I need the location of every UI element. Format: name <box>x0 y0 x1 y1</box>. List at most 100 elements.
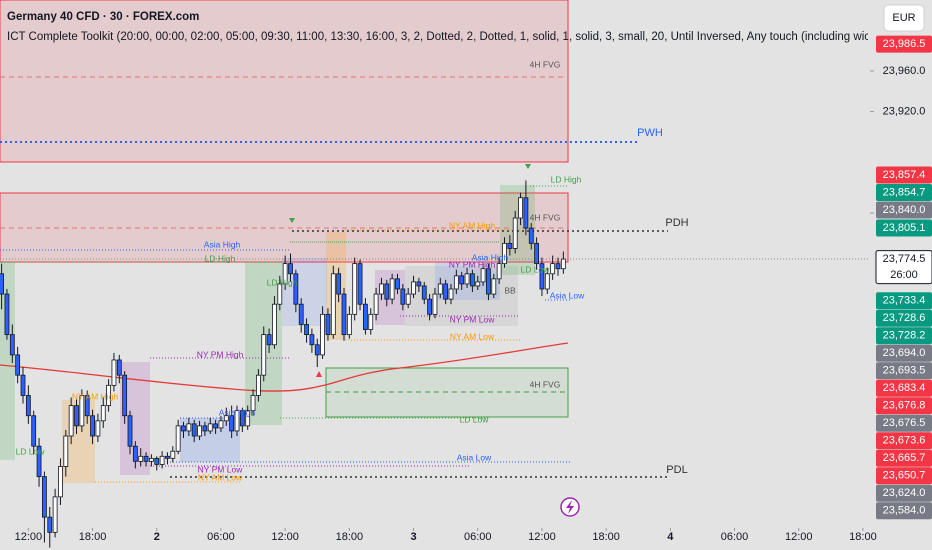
candle-body <box>528 227 534 244</box>
price-tag <box>876 362 932 380</box>
price-tag-label: 23,624.0 <box>883 487 926 499</box>
annotation: NY AM Low <box>450 331 495 341</box>
price-tag-label: 23,728.2 <box>883 330 926 342</box>
candle-body <box>181 425 186 432</box>
candle-body <box>165 455 170 459</box>
candle-body <box>132 445 138 462</box>
x-tick-label: 06:00 <box>207 531 235 543</box>
price-tag <box>876 184 932 202</box>
candle-body <box>191 423 197 437</box>
price-tag-label: 23,694.0 <box>883 347 926 359</box>
candle-body <box>550 263 556 275</box>
annotation: NY AM Low <box>198 472 243 482</box>
candles <box>0 180 566 548</box>
candle-body <box>138 455 144 462</box>
price-tag <box>876 484 932 502</box>
x-tick-label: 4 <box>667 531 674 543</box>
annotation: NY AM High <box>449 220 495 230</box>
candle-body <box>416 281 422 287</box>
candle-body <box>432 293 438 315</box>
candle-body <box>20 374 26 396</box>
candle-body <box>453 275 459 290</box>
price-tag <box>876 35 932 53</box>
price-tag <box>876 397 932 415</box>
candle-body <box>395 278 400 290</box>
candle-body <box>239 410 245 427</box>
price-tag-label: 23,676.8 <box>883 400 926 412</box>
candle-body <box>373 293 379 315</box>
x-tick-label: 3 <box>410 531 416 543</box>
candle-body <box>111 359 117 386</box>
candle-body <box>229 415 235 432</box>
candle-body <box>314 344 320 356</box>
candle-body <box>261 334 267 376</box>
annotation: LD High <box>551 174 582 184</box>
candle-body <box>74 405 79 427</box>
candle-body <box>437 283 443 295</box>
candle-body <box>36 445 42 477</box>
candle-body <box>539 263 545 290</box>
x-tick-label: 12:00 <box>15 531 43 543</box>
price-tag <box>876 201 932 219</box>
annotation: LD Low <box>460 414 490 424</box>
annotation: 4H FVG <box>530 59 561 69</box>
price-tag-label: 23,733.4 <box>883 295 926 307</box>
annotation: Asia High <box>204 239 241 249</box>
price-tag-label: 23,774.5 <box>883 253 926 265</box>
candle-body <box>443 283 449 300</box>
annotation: PWH <box>637 127 663 139</box>
price-tag-label: 23,805.1 <box>883 222 926 234</box>
annotation: NY AM High <box>72 391 118 401</box>
price-tag-label: 23,693.5 <box>883 365 926 377</box>
candle-body <box>4 293 10 336</box>
price-tag-label: 23,857.4 <box>883 169 926 181</box>
price-tag-label: 23,854.7 <box>883 186 926 198</box>
currency-button[interactable] <box>883 4 925 32</box>
candle-body <box>496 263 502 280</box>
candle-body <box>122 374 128 417</box>
candle-body <box>341 293 347 336</box>
annotation: LD High <box>205 253 236 263</box>
candle-body <box>362 303 368 330</box>
candle-body <box>448 288 454 300</box>
zone <box>0 262 15 460</box>
candle-body <box>95 420 101 437</box>
price-tag-label: 23,683.4 <box>883 382 926 394</box>
candle-body <box>304 324 309 336</box>
price-tag-label: 23,840.0 <box>883 204 926 216</box>
annotation: LD High <box>267 277 298 287</box>
price-tag-label: 23,676.5 <box>883 417 926 429</box>
candle-body <box>272 303 277 346</box>
candle-body <box>475 281 481 287</box>
price-tag <box>876 219 932 237</box>
candle-body <box>309 334 315 346</box>
candle-body <box>154 457 160 465</box>
candle-body <box>100 405 106 422</box>
annotation: Asia High <box>472 252 509 262</box>
price-tag-label: 23,665.7 <box>883 452 926 464</box>
x-tick-label: 18:00 <box>336 531 364 543</box>
currency-label[interactable]: EUR <box>892 12 915 24</box>
x-tick-label: 18:00 <box>849 531 877 543</box>
candle-body <box>197 425 202 437</box>
candle-body <box>255 374 261 396</box>
candle-body <box>223 415 229 422</box>
x-tick-label: 12:00 <box>271 531 299 543</box>
candle-body <box>106 384 112 407</box>
candle-body <box>42 476 47 518</box>
x-tick-label: 2 <box>154 531 160 543</box>
price-tag <box>876 414 932 432</box>
candle-body <box>411 281 416 295</box>
event-bolt <box>566 500 574 514</box>
candle-body <box>234 410 240 432</box>
candle-body <box>68 405 74 437</box>
x-tick-label: 06:00 <box>721 531 749 543</box>
candle-body <box>170 450 176 459</box>
y-tick-label: 23,960.0 <box>883 65 926 77</box>
candle-body <box>84 395 90 417</box>
annotation: NY PM High <box>449 259 496 269</box>
candle-body <box>15 354 21 376</box>
annotation: NY PM High <box>197 349 244 359</box>
price-tag <box>875 250 932 285</box>
